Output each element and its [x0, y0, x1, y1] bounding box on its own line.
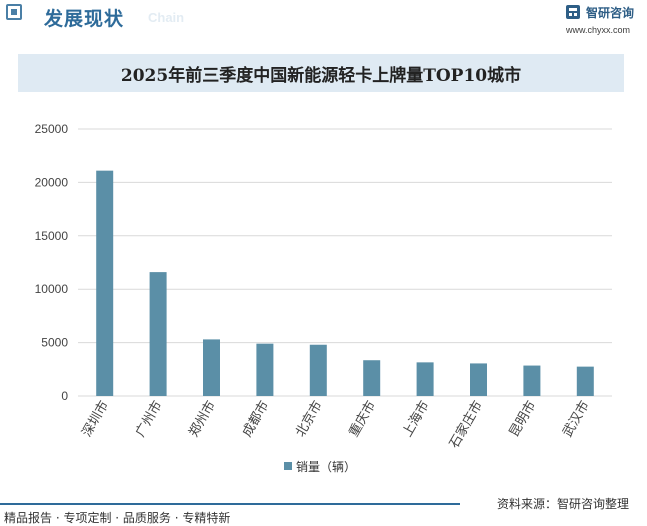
x-tick-label: 上海市 [399, 398, 432, 440]
legend: 销量（辆） [284, 460, 356, 474]
y-tick-label: 5000 [41, 336, 68, 350]
y-axis-ticks: 0 5000 10000 15000 20000 25000 [35, 122, 69, 403]
grid-layer [78, 128, 612, 397]
logo-icon [566, 5, 580, 19]
bar [309, 344, 327, 396]
x-tick-label: 北京市 [292, 398, 325, 440]
bar [576, 366, 594, 396]
x-tick-label: 郑州市 [186, 398, 219, 440]
footer-divider [0, 503, 460, 505]
header-subtitle: Chain [148, 10, 185, 25]
bar [256, 343, 274, 396]
x-axis-ticks: 深圳市 广州市 郑州市 成都市 北京市 重庆市 上海市 石家庄市 昆明市 武汉市 [79, 398, 593, 451]
logo-url: www.chyxx.com [566, 25, 631, 35]
y-tick-label: 15000 [35, 229, 69, 243]
bar [203, 339, 220, 396]
header-mark-icon [6, 4, 22, 20]
x-tick-label: 重庆市 [346, 398, 379, 440]
footer-tagline: 精品报告 · 专项定制 · 品质服务 · 专精特新 [4, 511, 231, 525]
bar [149, 272, 167, 396]
bar [363, 360, 381, 396]
x-tick-label: 深圳市 [79, 398, 112, 440]
y-tick-label: 0 [61, 389, 68, 403]
page-header: 发展现状 Chain [0, 0, 647, 34]
y-tick-label: 10000 [35, 282, 69, 296]
y-tick-label: 25000 [35, 122, 69, 136]
x-tick-label: 昆明市 [506, 398, 539, 440]
x-tick-label: 广州市 [132, 398, 165, 440]
bar [470, 363, 487, 396]
chart-title: 2025年前三季度中国新能源轻卡上牌量TOP10城市 [120, 65, 522, 86]
bar [523, 365, 541, 396]
bars [96, 170, 594, 396]
x-tick-label: 成都市 [239, 398, 272, 440]
legend-label: 销量（辆） [296, 460, 356, 474]
x-tick-label: 石家庄市 [446, 398, 486, 451]
logo-text: 智研咨询 [586, 6, 635, 20]
footer-source: 资料来源：智研咨询整理 [497, 497, 630, 511]
chart-title-band: 2025年前三季度中国新能源轻卡上牌量TOP10城市 [18, 54, 624, 92]
legend-swatch [284, 462, 292, 470]
bar [96, 170, 114, 396]
header-title: 发展现状 [44, 8, 125, 30]
x-tick-label: 武汉市 [559, 398, 592, 440]
y-tick-label: 20000 [35, 175, 69, 189]
bar [416, 362, 434, 396]
